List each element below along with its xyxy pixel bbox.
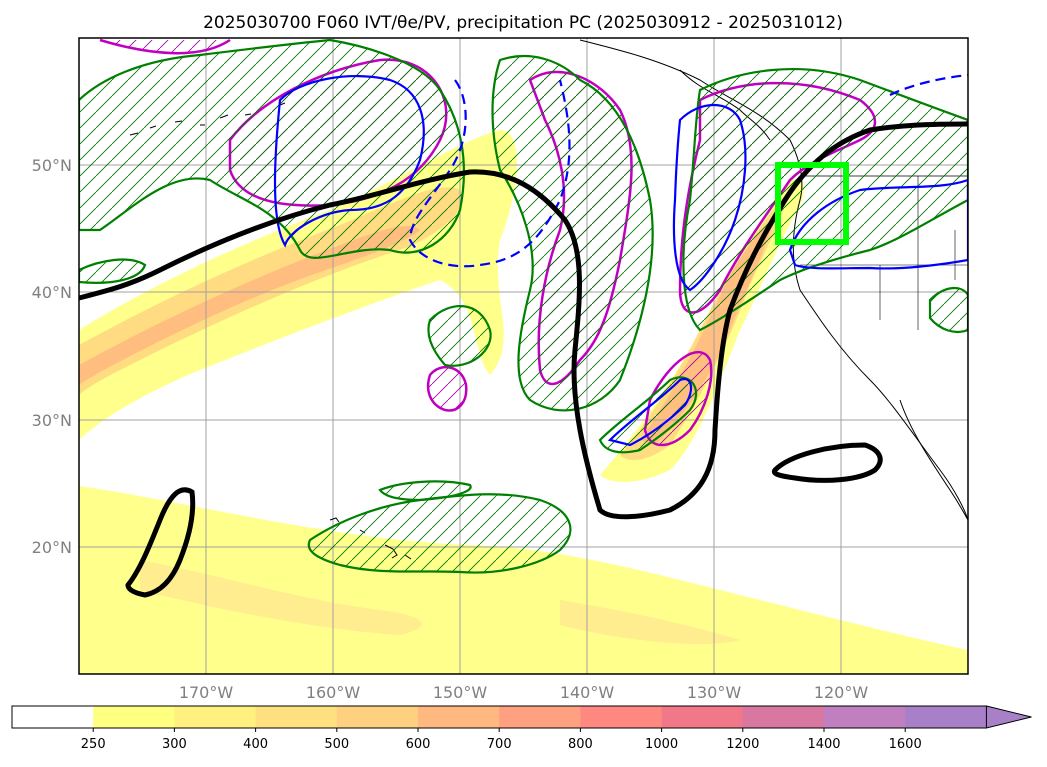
lat-label: 50°N xyxy=(32,156,72,175)
lat-label: 40°N xyxy=(32,283,72,302)
blue-contour-northwest xyxy=(273,74,425,248)
colorbar-segment xyxy=(255,706,338,728)
pv-contour-west-ring xyxy=(125,487,196,598)
lon-label: 170°W xyxy=(179,683,234,702)
lon-label: 150°W xyxy=(433,683,488,702)
colorbar-tick-label: 1200 xyxy=(726,737,759,752)
green-region-east xyxy=(928,287,968,334)
colorbar-tick-label: 250 xyxy=(81,737,106,752)
colorbar-tick-label: 500 xyxy=(324,737,349,752)
lon-label: 120°W xyxy=(814,683,869,702)
colorbar-tick-label: 700 xyxy=(487,737,512,752)
lon-label: 130°W xyxy=(687,683,742,702)
green-region-mid xyxy=(427,305,492,367)
green-contours xyxy=(79,38,968,574)
lon-axis: 170°W 160°W 150°W 140°W 130°W 120°W xyxy=(179,683,869,702)
colorbar-tick-label: 1000 xyxy=(645,737,678,752)
lon-label: 160°W xyxy=(306,683,361,702)
blue-contours xyxy=(273,73,968,447)
colorbar-segment xyxy=(418,706,500,728)
blue-contour-coastal xyxy=(672,104,747,292)
colorbar-segment xyxy=(580,706,663,728)
colorbar: 250 300 400 500 600 700 800 1000 1200 1400 1600 xyxy=(11,705,1032,752)
lat-label: 30°N xyxy=(32,411,72,430)
blue-contour-south xyxy=(607,377,693,447)
colorbar-tick-label: 600 xyxy=(406,737,431,752)
figure-title: 2025030700 F060 IVT/θe/PV, precipitation… xyxy=(203,13,843,33)
blue-dashed-contour-ne xyxy=(889,73,968,96)
map-frame xyxy=(78,37,969,675)
green-region-south xyxy=(598,376,698,454)
colorbar-tick-label: 400 xyxy=(243,737,268,752)
colorbar-segment xyxy=(93,706,175,728)
state-lines xyxy=(800,176,968,330)
green-region-northwest xyxy=(79,38,466,259)
ivt-southern-band xyxy=(79,486,968,674)
lon-label: 140°W xyxy=(560,683,615,702)
colorbar-segment xyxy=(905,706,987,728)
colorbar-tick-label: 800 xyxy=(568,737,593,752)
lat-axis: 50°N 40°N 30°N 20°N xyxy=(32,156,72,557)
pv-contour-east-ring xyxy=(771,442,883,483)
colorbar-segment xyxy=(12,706,94,728)
colorbar-tick-label: 300 xyxy=(162,737,187,752)
blue-contour-east xyxy=(788,178,968,270)
colorbar-segment xyxy=(499,706,581,728)
green-region-patch xyxy=(378,480,472,502)
magenta-region-topleft xyxy=(99,38,231,55)
colorbar-tick-label: 1600 xyxy=(889,737,922,752)
baja-coast xyxy=(899,399,968,521)
colorbar-segment xyxy=(742,706,825,728)
colorbar-segment xyxy=(336,706,419,728)
blue-dashed-contour xyxy=(408,79,571,268)
map-panel xyxy=(79,38,968,674)
colorbar-tick-label: 1400 xyxy=(807,737,840,752)
colorbar-segment xyxy=(824,706,906,728)
lat-label: 20°N xyxy=(32,538,72,557)
highlight-box xyxy=(775,162,849,245)
magenta-region-small xyxy=(426,365,468,412)
green-region-coastal xyxy=(682,67,968,332)
colorbar-segment xyxy=(661,706,744,728)
colorbar-extend-arrow xyxy=(985,705,1032,729)
green-region-west xyxy=(79,258,147,284)
colorbar-segment xyxy=(174,706,257,728)
